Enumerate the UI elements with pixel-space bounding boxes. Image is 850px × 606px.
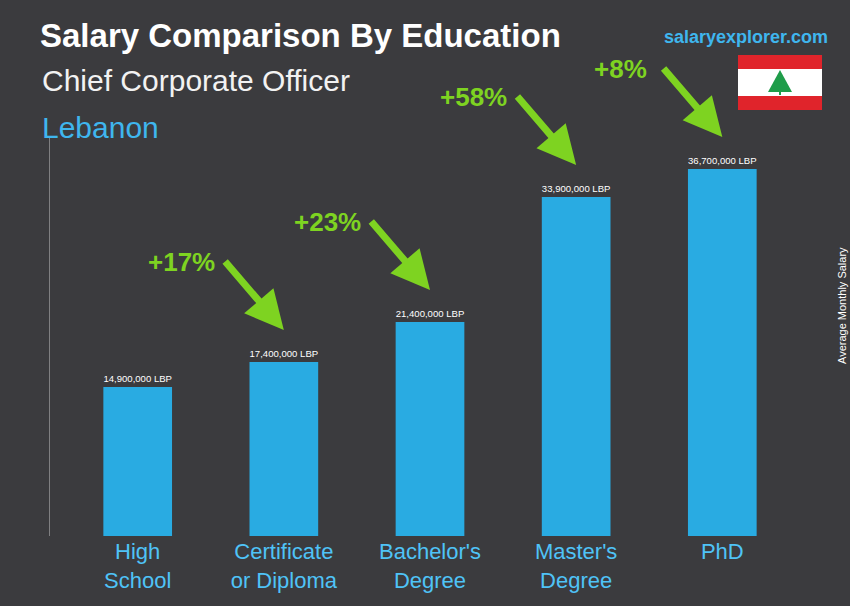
svg-text:Master'sDegree: Master'sDegree	[535, 539, 617, 593]
svg-text:Salary Comparison By Education: Salary Comparison By Education	[40, 17, 561, 54]
svg-text:21,400,000 LBP: 21,400,000 LBP	[396, 308, 465, 319]
svg-text:salaryexplorer.com: salaryexplorer.com	[664, 27, 828, 47]
svg-text:PhD: PhD	[701, 539, 744, 564]
svg-text:+17%: +17%	[148, 247, 215, 277]
svg-text:Bachelor'sDegree: Bachelor'sDegree	[379, 539, 481, 593]
svg-text:Chief Corporate Officer: Chief Corporate Officer	[42, 64, 350, 97]
svg-text:+23%: +23%	[294, 207, 361, 237]
svg-text:36,700,000 LBP: 36,700,000 LBP	[688, 155, 757, 166]
svg-text:+8%: +8%	[594, 54, 647, 84]
svg-text:Lebanon: Lebanon	[42, 111, 159, 144]
svg-text:14,900,000 LBP: 14,900,000 LBP	[103, 373, 172, 384]
svg-text:Average Monthly Salary: Average Monthly Salary	[836, 247, 848, 364]
svg-text:17,400,000 LBP: 17,400,000 LBP	[250, 348, 319, 359]
svg-text:Certificateor Diploma: Certificateor Diploma	[231, 539, 338, 593]
svg-text:+58%: +58%	[440, 82, 507, 112]
svg-text:33,900,000 LBP: 33,900,000 LBP	[542, 183, 611, 194]
svg-text:HighSchool: HighSchool	[104, 539, 171, 593]
